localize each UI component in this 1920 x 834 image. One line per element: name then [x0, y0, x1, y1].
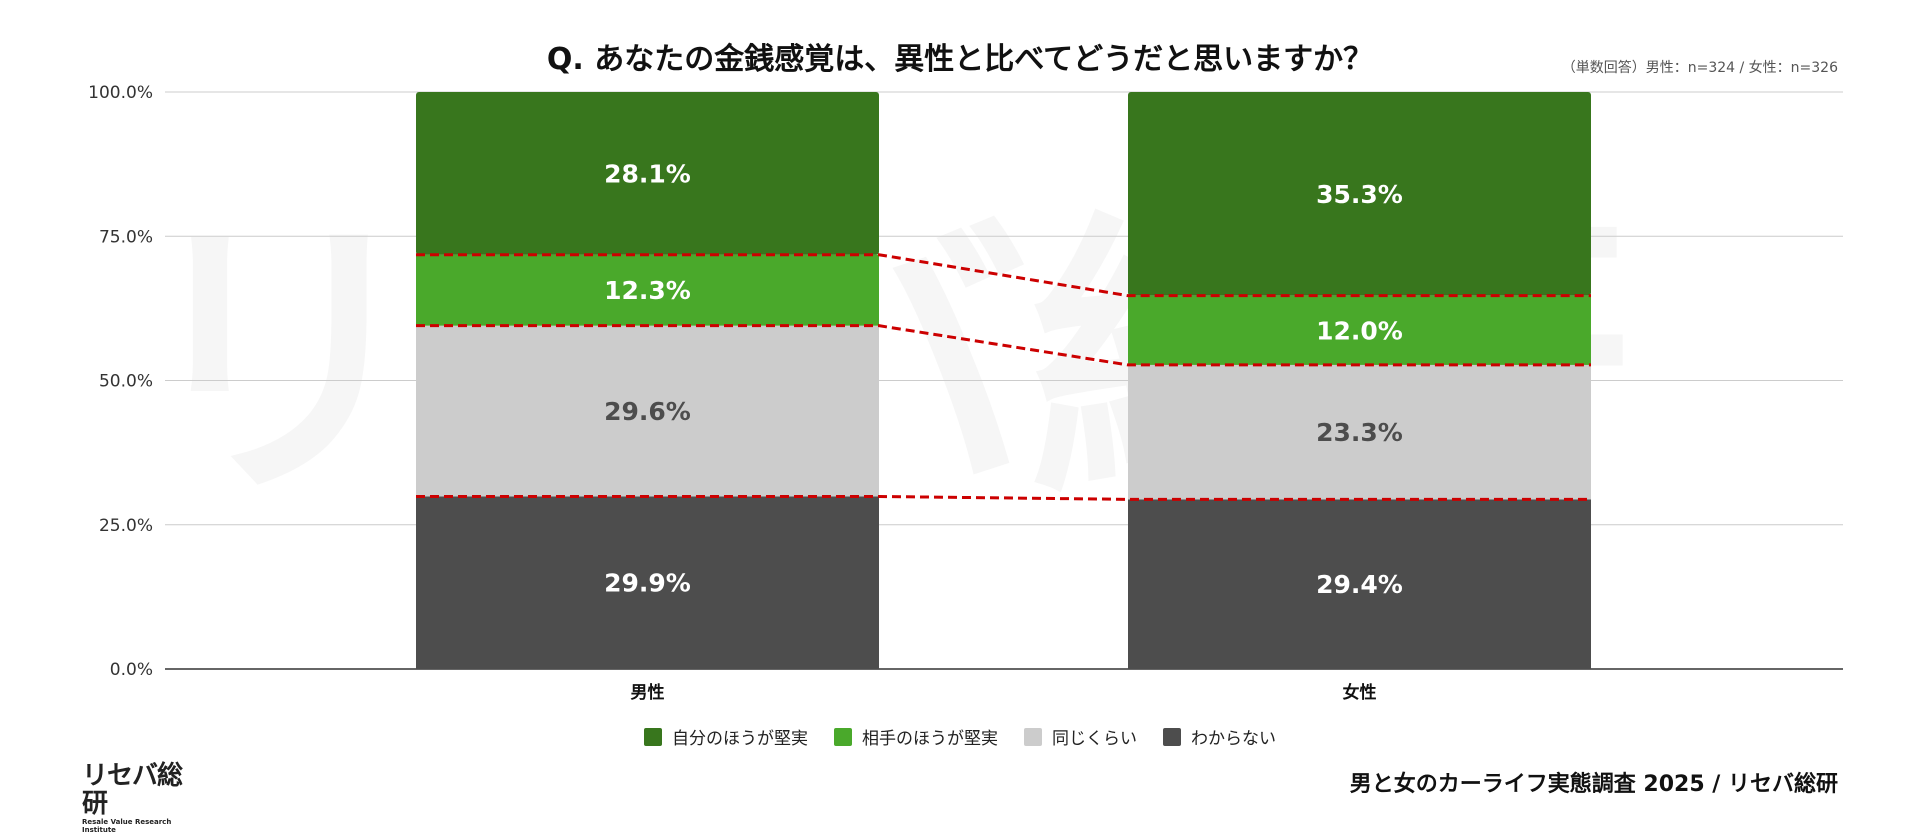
chart-title: Q. あなたの金銭感覚は、異性と比べてどうだと思いますか？	[546, 42, 1374, 77]
bar-segment	[416, 92, 879, 255]
legend-item: 同じくらい	[1024, 724, 1137, 749]
data-label: 12.0%	[1316, 316, 1403, 345]
bar-segment	[1128, 364, 1591, 500]
data-label: 29.9%	[604, 569, 691, 598]
logo: リセバ総研 Resale Value Research Institute	[82, 762, 202, 834]
logo-sub: Resale Value Research Institute	[82, 818, 172, 834]
legend-label: わからない	[1191, 729, 1276, 749]
data-label: 29.4%	[1316, 570, 1403, 599]
x-tick-label: 女性	[1343, 682, 1377, 703]
data-label: 28.1%	[604, 159, 691, 188]
bar-segment	[1128, 499, 1591, 669]
stacked-bar-chart: 0.0% 25.0% 50.0% 75.0% 100.0% 29.9% 29.6% 12.3%…	[88, 83, 1843, 703]
connector-line	[416, 253, 1591, 298]
legend-label: 相手のほうが堅実	[862, 729, 998, 749]
data-label: 23.3%	[1316, 418, 1403, 447]
y-tick-label: 25.0%	[99, 516, 153, 536]
connector-line	[416, 494, 1591, 501]
footer-source: 男と女のカーライフ実態調査 2025 / リセバ総研	[1349, 772, 1838, 797]
legend-label: 自分のほうが堅実	[672, 729, 808, 749]
y-tick-label: 0.0%	[110, 660, 153, 680]
bar-segment	[416, 254, 879, 326]
bar-segment	[416, 325, 879, 497]
legend-item: 自分のほうが堅実	[644, 724, 808, 749]
data-label: 29.6%	[604, 397, 691, 426]
y-tick-label: 100.0%	[88, 83, 153, 103]
y-tick-label: 75.0%	[99, 227, 153, 247]
data-label: 35.3%	[1316, 180, 1403, 209]
legend-swatch	[1024, 727, 1042, 746]
data-label: 12.3%	[604, 276, 691, 305]
legend-label: 同じくらい	[1052, 729, 1137, 749]
legend-swatch	[834, 727, 852, 746]
x-tick-label: 男性	[631, 682, 665, 703]
legend-item: 相手のほうが堅実	[834, 724, 998, 749]
legend-item: わからない	[1163, 724, 1276, 749]
bar-segment	[416, 496, 879, 669]
connector-line	[416, 324, 1591, 367]
y-tick-label: 50.0%	[99, 372, 153, 392]
legend-swatch	[1163, 727, 1181, 746]
sample-size-note: （単数回答）男性：n=324 / 女性：n=326	[1561, 60, 1838, 76]
logo-main: リセバ総研	[82, 761, 183, 819]
bar-segment	[1128, 92, 1591, 296]
legend: 自分のほうが堅実 相手のほうが堅実 同じくらい わからない	[0, 724, 1920, 749]
legend-swatch	[644, 727, 662, 746]
bar-segment	[1128, 295, 1591, 365]
